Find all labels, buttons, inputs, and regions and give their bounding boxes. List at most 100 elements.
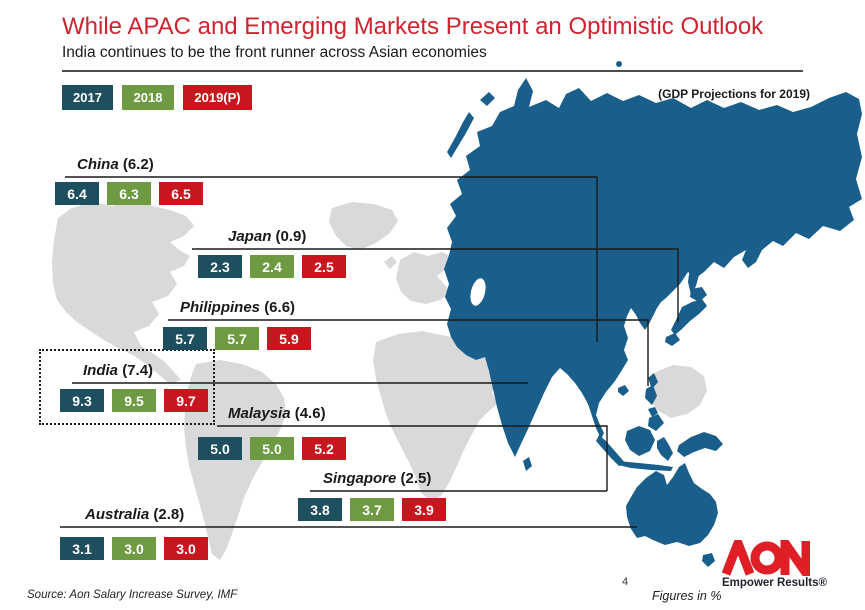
apac-highlight [444,61,862,567]
sulawesi-shape [657,437,673,461]
country-values-philippines: 5.7 5.7 5.9 [163,327,311,350]
country-label-philippines: Philippines (6.6) [180,299,295,316]
aon-logo-tagline: Empower Results® [722,577,827,589]
country-values-india: 9.3 9.5 9.7 [60,389,208,412]
value-chip-2017: 3.1 [60,537,104,560]
country-label-australia: Australia (2.8) [85,506,184,523]
page-subtitle: India continues to be the front runner a… [62,44,487,61]
value-chip-2019: 3.0 [164,537,208,560]
country-label-china: China (6.2) [77,156,154,173]
connector-malaysia [217,425,608,491]
country-values-china: 6.4 6.3 6.5 [55,182,203,205]
arctic-islet [616,61,622,67]
novaya-zemlya-shape [447,112,474,158]
country-name: India [83,362,119,379]
kyushu-shape [665,333,680,346]
value-chip-2018: 5.7 [215,327,259,350]
value-chip-2017: 5.0 [198,437,242,460]
arctic-island-shape [480,92,495,106]
new-guinea-shape [677,432,723,457]
country-name: China [77,156,119,173]
sumatra-shape [596,435,626,466]
uk-shape [384,256,397,269]
australia-shape [626,463,718,546]
value-chip-2017: 9.3 [60,389,104,412]
value-chip-2018: 9.5 [112,389,156,412]
value-chip-2019: 6.5 [159,182,203,205]
value-chip-2017: 3.8 [298,498,342,521]
country-values-australia: 3.1 3.0 3.0 [60,537,208,560]
honshu-shape [671,299,707,335]
hainan-shape [618,385,629,396]
value-chip-2019: 3.9 [402,498,446,521]
sakhalin-shape [688,252,701,295]
africa-shape [373,331,518,501]
value-chip-2018: 5.0 [250,437,294,460]
tasmania-shape [702,553,715,567]
legend-item-2017: 2017 [62,85,113,110]
borneo-shape [625,426,655,456]
country-name: Philippines [180,299,261,316]
country-values-singapore: 3.8 3.7 3.9 [298,498,446,521]
value-chip-2019: 5.2 [302,437,346,460]
north-america-shape [52,200,194,384]
mindanao-shape [648,414,664,431]
country-gdp-value: (0.9) [275,228,307,245]
country-values-malaysia: 5.0 5.0 5.2 [198,437,346,460]
europe-shape [396,252,454,304]
sri-lanka-shape [523,457,532,471]
java-shape [618,461,673,471]
visayas-shape [648,407,658,417]
india-highlight-box [39,349,215,425]
country-name: Australia [85,506,150,523]
caspian-sea-cutout [470,278,486,306]
eurasia-shape [444,78,862,457]
aon-logo-letter-o [750,541,784,575]
value-chip-2017: 5.7 [163,327,207,350]
page-title: While APAC and Emerging Markets Present … [62,13,764,40]
connector-lines [60,176,679,528]
source-note: Source: Aon Salary Increase Survey, IMF [27,589,238,601]
aon-logo-letter-n [780,540,810,576]
oceania-gray-shape [649,365,707,418]
background-continents [52,200,707,560]
taiwan-shape [648,373,658,389]
country-label-malaysia: Malaysia (4.6) [228,405,326,422]
aon-logo [722,540,810,576]
country-name: Singapore [323,470,397,487]
value-chip-2018: 3.0 [112,537,156,560]
country-gdp-value: (6.6) [264,299,296,316]
legend-item-2019: 2019(P) [183,85,252,110]
value-chip-2019: 9.7 [164,389,208,412]
country-gdp-value: (7.4) [122,362,154,379]
south-america-shape [184,360,286,560]
country-gdp-value: (2.8) [153,506,185,523]
legend-item-2018: 2018 [122,85,174,110]
country-gdp-value: (6.2) [122,156,154,173]
value-chip-2018: 3.7 [350,498,394,521]
connector-japan [192,248,679,322]
page-number: 4 [622,576,629,588]
value-chip-2017: 2.3 [198,255,242,278]
country-name: Japan [228,228,272,245]
country-gdp-value: (4.6) [294,405,326,422]
figures-unit-note: Figures in % [652,589,722,603]
gdp-projections-note: (GDP Projections for 2019) [658,87,810,101]
title-divider [62,70,803,72]
luzon-shape [645,385,657,405]
value-chip-2018: 2.4 [250,255,294,278]
country-label-india: India (7.4) [83,362,153,379]
value-chip-2018: 6.3 [107,182,151,205]
aon-logo-letter-a [722,540,755,576]
country-label-singapore: Singapore (2.5) [323,470,431,487]
country-values-japan: 2.3 2.4 2.5 [198,255,346,278]
value-chip-2019: 5.9 [267,327,311,350]
connector-philippines [168,319,649,386]
country-gdp-value: (2.5) [400,470,432,487]
greenland-shape [329,202,398,250]
country-name: Malaysia [228,405,291,422]
hokkaido-shape [690,287,707,302]
country-label-japan: Japan (0.9) [228,228,306,245]
